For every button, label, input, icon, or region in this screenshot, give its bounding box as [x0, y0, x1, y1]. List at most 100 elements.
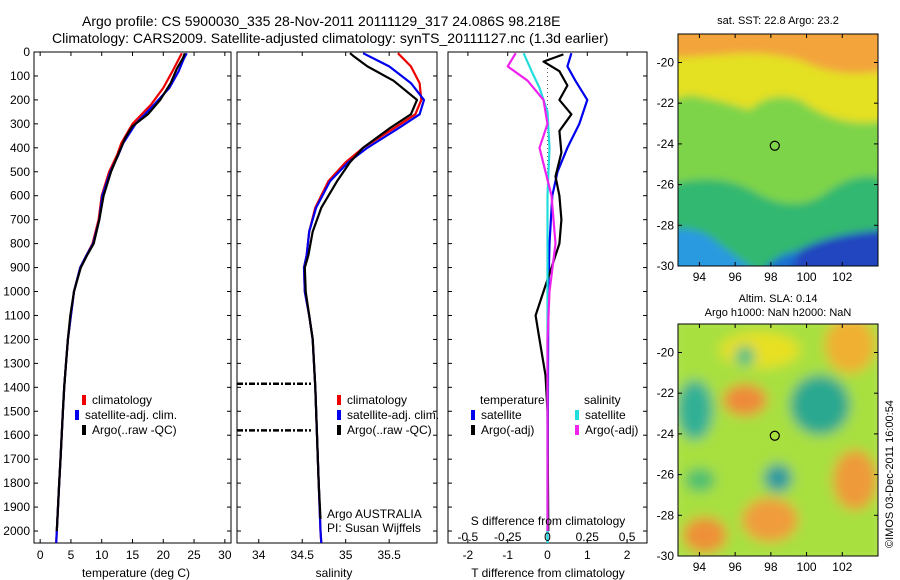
- x-tick-label: 0: [37, 548, 44, 562]
- top-x-tick-label: -0.5: [458, 530, 479, 544]
- y-tick-label: 1600: [3, 428, 30, 442]
- top-x-tick-label: 0: [544, 530, 551, 544]
- y-tick-label: 100: [10, 69, 30, 83]
- legend-argo: Argo(..raw -QC): [92, 423, 177, 437]
- y-tick-label: 1700: [3, 452, 30, 466]
- series-line: [302, 52, 426, 544]
- header-line2: Climatology: CARS2009. Satellite-adjuste…: [52, 30, 608, 46]
- legend-argo: Argo(..raw -QC): [347, 423, 432, 437]
- sla-map-axes: 94 96 98 100 102 -20 -22 -24 -26 -28 -30: [657, 323, 879, 574]
- map-x-tick-label: 102: [832, 270, 852, 284]
- x-tick-label: 5: [68, 548, 75, 562]
- map-x-tick-label: 94: [693, 560, 707, 574]
- y-tick-label: 1500: [3, 404, 30, 418]
- x-tick-label: 10: [95, 548, 109, 562]
- legend-climatology: climatology: [92, 393, 152, 407]
- sst-map-field: [678, 34, 878, 266]
- map-y-tick-label: -20: [657, 55, 675, 69]
- sla-map-field: [678, 324, 878, 556]
- y-tick-label: 300: [10, 117, 30, 131]
- x-tick-label: 35.5: [377, 548, 401, 562]
- x-tick-label: -1: [502, 548, 513, 562]
- copyright-label: ©IMOS 03-Dec-2011 16:00:54: [884, 400, 896, 548]
- map-y-tick-label: -28: [657, 508, 675, 522]
- sst-map-title: sat. SST: 22.8 Argo: 23.2: [717, 15, 839, 27]
- x-tick-label: -2: [463, 548, 474, 562]
- legend-title-salinity: salinity: [584, 393, 621, 407]
- legend-swatch-climatology: [337, 395, 341, 405]
- y-tick-label: 1200: [3, 332, 30, 346]
- y-tick-label: 200: [10, 93, 30, 107]
- legend-swatch-climatology: [82, 395, 86, 405]
- x-tick-label: 25: [187, 548, 201, 562]
- x-tick-label: 34: [252, 548, 266, 562]
- sst-cold-right: [777, 230, 878, 266]
- y-tick-label: 400: [10, 141, 30, 155]
- y-tick-label: 800: [10, 237, 30, 251]
- sla-high-6: [683, 517, 727, 553]
- header-line1: Argo profile: CS 5900030_335 28-Nov-2011…: [82, 13, 560, 29]
- legend-swatch-argo: [337, 425, 341, 435]
- series-line: [55, 52, 183, 544]
- top-x-tick-label: 0.25: [576, 530, 600, 544]
- legend-sal-argo: Argo(-adj): [585, 423, 638, 437]
- difference-xlabel: T difference from climatology: [471, 566, 625, 580]
- map-y-tick-label: -20: [657, 345, 675, 359]
- legend-swatch-argo: [82, 425, 86, 435]
- sla-map-title: Altim. SLA: 0.14: [739, 293, 818, 305]
- legend-temp-satellite: satellite: [481, 408, 522, 422]
- map-y-tick-label: -30: [657, 549, 675, 563]
- y-tick-label: 900: [10, 261, 30, 275]
- sla-low-2: [678, 380, 713, 440]
- legend-swatch-satellite: [337, 410, 341, 420]
- map-x-tick-label: 100: [797, 560, 817, 574]
- map-x-tick-label: 102: [832, 560, 852, 574]
- legend-swatch-temp-satellite: [471, 410, 475, 420]
- y-tick-label: 700: [10, 213, 30, 227]
- y-tick-label: 1800: [3, 476, 30, 490]
- sla-high-2: [825, 324, 875, 373]
- y-tick-label: 500: [10, 165, 30, 179]
- series-line: [534, 53, 573, 532]
- x-tick-label: 1: [584, 548, 591, 562]
- sst-cold-left: [678, 229, 749, 266]
- sla-high-1: [720, 332, 800, 368]
- argo-position-marker: [769, 430, 780, 441]
- sla-high-3: [723, 384, 767, 416]
- sla-low-5: [685, 468, 715, 492]
- plot-frame: [236, 51, 438, 544]
- series-line: [303, 52, 419, 520]
- y-tick-label: 1100: [4, 308, 30, 322]
- map-y-tick-label: -22: [657, 96, 675, 110]
- series-line: [546, 52, 589, 544]
- temperature-panel: 0100200300400500600700800900100011001200…: [3, 45, 232, 562]
- sla-low-1: [790, 375, 850, 435]
- temperature-legend: climatology satellite-adj. clim. Argo(..…: [75, 393, 177, 437]
- series-line: [55, 52, 186, 532]
- legend-swatch-satellite: [75, 410, 79, 420]
- y-tick-label: 1400: [3, 380, 30, 394]
- x-tick-label: 30: [218, 548, 232, 562]
- x-tick-label: 2: [624, 548, 631, 562]
- legend-satellite: satellite-adj. clim.: [347, 408, 439, 422]
- sst-map-axes: 94 96 98 100 102 -20 -22 -24 -26 -28 -30: [657, 33, 879, 284]
- annotation-argo-australia: Argo AUSTRALIA: [327, 507, 422, 521]
- map-y-tick-label: -28: [657, 218, 675, 232]
- salinity-panel: 34 34.5 35 35.5: [236, 51, 438, 562]
- x-tick-label: 0: [544, 548, 551, 562]
- sla-high-4: [833, 450, 877, 510]
- sla-low-3: [764, 464, 792, 492]
- map-x-tick-label: 100: [797, 270, 817, 284]
- difference-panel: -2 -1 0 1 2: [447, 51, 648, 562]
- map-x-tick-label: 96: [728, 560, 742, 574]
- map-y-tick-label: -24: [657, 137, 675, 151]
- temperature-xlabel: temperature (deg C): [82, 566, 190, 580]
- y-tick-label: 600: [10, 189, 30, 203]
- legend-climatology: climatology: [347, 393, 407, 407]
- sla-low-4: [735, 346, 755, 366]
- difference-top-ticks: -0.5 -0.25 0 0.25 0.5: [458, 530, 636, 544]
- top-x-tick-label: -0.25: [494, 530, 522, 544]
- sst-hot: [678, 34, 878, 74]
- series-line: [522, 52, 551, 543]
- x-tick-label: 15: [126, 548, 140, 562]
